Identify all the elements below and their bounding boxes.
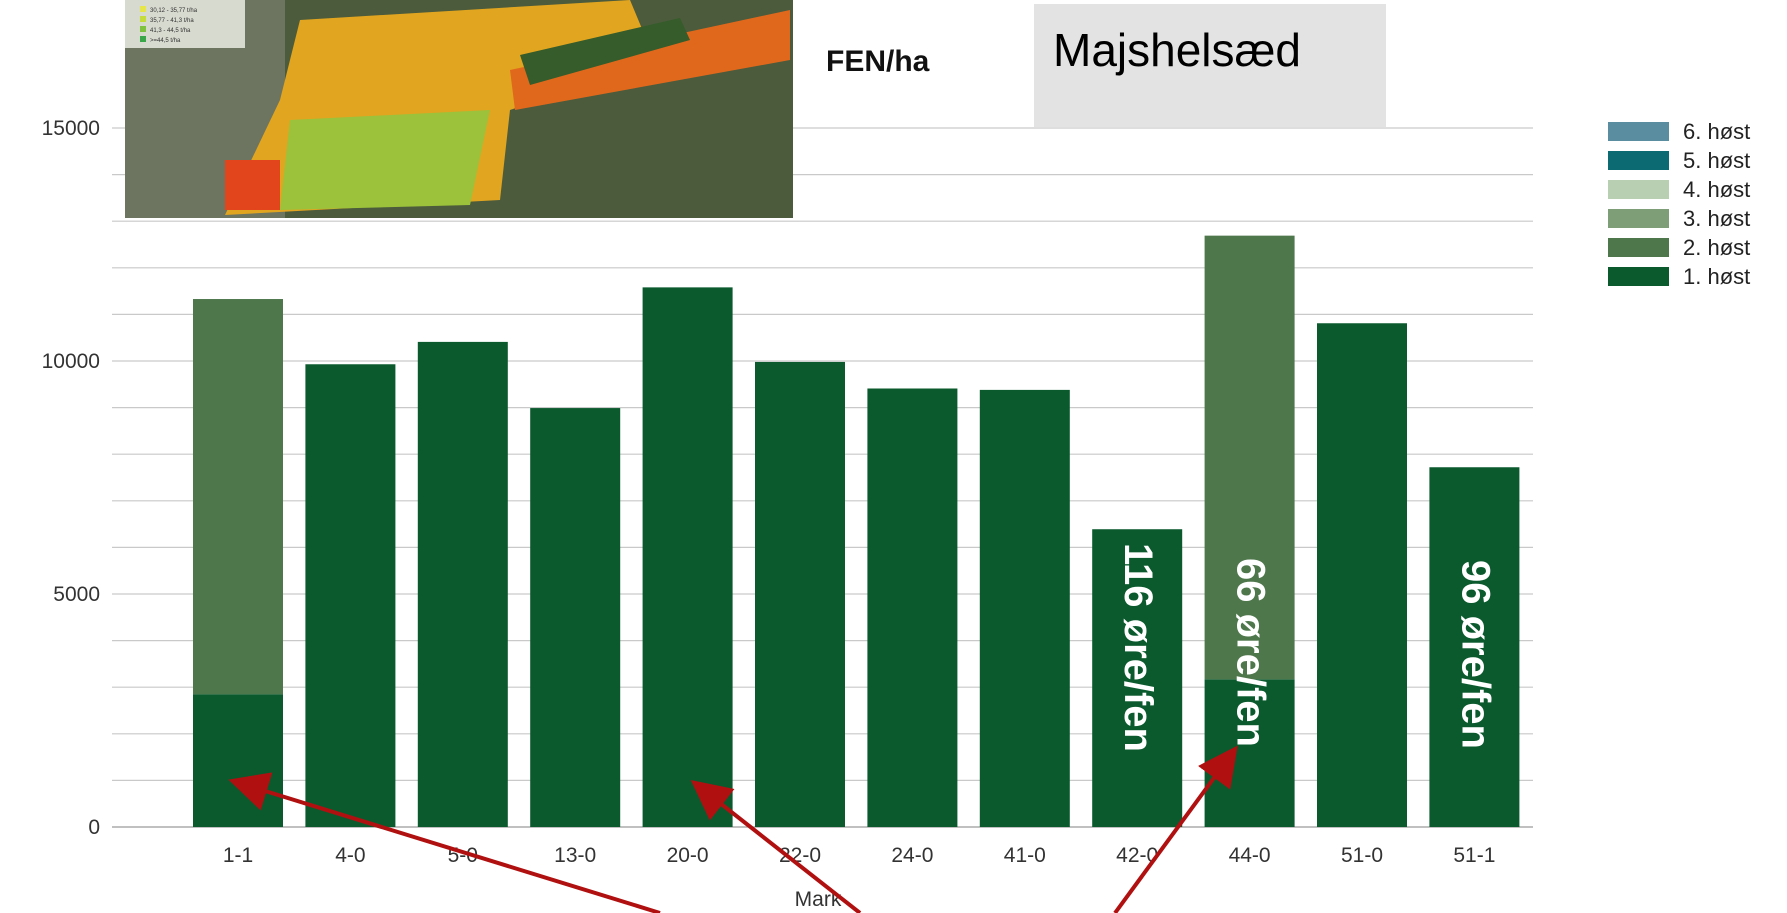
legend-entry: 1. høst	[1683, 264, 1750, 289]
map-legend-row: 41,3 - 44,5 t/ha	[150, 28, 191, 34]
y-tick-label: 5000	[53, 583, 100, 606]
callout-arrow	[228, 772, 661, 913]
x-tick-label: 51-1	[1453, 844, 1495, 867]
bar-segment	[193, 694, 283, 827]
bar-annotation: 116 øre/fen	[1116, 543, 1160, 752]
x-tick-label: 42-0	[1116, 844, 1158, 867]
bar-segment	[530, 408, 621, 827]
legend-entry: 4. høst	[1683, 177, 1750, 202]
x-tick-label: 51-0	[1341, 844, 1383, 867]
bar-segment	[979, 389, 1070, 827]
legend-entry: 2. høst	[1683, 235, 1750, 260]
legend-entry: 3. høst	[1683, 206, 1750, 231]
legend-entry: 5. høst	[1683, 148, 1750, 173]
legend: 6. høst 5. høst 4. høst 3. høst 2. høst 1. hø…	[1608, 119, 1750, 289]
bar-segment	[1204, 235, 1295, 680]
legend-swatch	[1608, 122, 1669, 141]
x-tick-label: 22-0	[779, 844, 821, 867]
legend-swatch	[1608, 267, 1669, 286]
callout-arrow	[690, 780, 862, 913]
bar-segment	[755, 361, 845, 827]
chart-title: Majshelsæd	[1053, 24, 1301, 76]
y-tick-label: 0	[88, 816, 100, 839]
legend-swatch	[1608, 180, 1669, 199]
x-axis-ticks: 1-1 4-0 5-0 13-0 20-0 22-0 24-0 41-0 42-0 44-0 51-…	[223, 844, 1496, 867]
map-legend-swatch	[140, 26, 146, 32]
map-legend-swatch	[140, 6, 146, 12]
legend-swatch	[1608, 151, 1669, 170]
bar-annotation: 66 øre/fen	[1229, 558, 1273, 747]
x-tick-label: 20-0	[667, 844, 709, 867]
legend-swatch	[1608, 209, 1669, 228]
bar-segment	[1429, 467, 1520, 827]
map-legend-row: 30,12 - 35,77 t/ha	[150, 8, 198, 14]
x-tick-label: 13-0	[554, 844, 596, 867]
title-box	[1034, 4, 1386, 127]
x-tick-label: 1-1	[223, 844, 253, 867]
bar-segment	[305, 364, 396, 827]
bar-segment	[642, 287, 733, 827]
bars	[193, 235, 1520, 827]
x-tick-label: 41-0	[1004, 844, 1046, 867]
bar-segment	[417, 341, 508, 827]
map-legend-row: 35,77 - 41,3 t/ha	[150, 18, 194, 24]
callout-arrow	[1113, 745, 1238, 913]
bar-segment	[193, 299, 283, 695]
yield-map-image: 30,12 - 35,77 t/ha 35,77 - 41,3 t/ha 41,3 …	[125, 0, 793, 218]
legend-entry: 6. høst	[1683, 119, 1750, 144]
x-axis-label: Mark	[795, 888, 842, 911]
map-legend-row: >=44,5 t/ha	[150, 38, 181, 44]
bar-segment	[867, 388, 958, 827]
legend-swatch	[1608, 238, 1669, 257]
y-tick-label: 15000	[42, 117, 100, 140]
x-tick-label: 4-0	[335, 844, 365, 867]
callout-arrows	[228, 745, 1238, 913]
map-legend-swatch	[140, 36, 146, 42]
x-tick-label: 24-0	[891, 844, 933, 867]
y-tick-label: 10000	[42, 350, 100, 373]
x-tick-label: 44-0	[1229, 844, 1271, 867]
map-legend-swatch	[140, 16, 146, 22]
bar-segment	[1092, 529, 1183, 827]
bar-annotations: 116 øre/fen 66 øre/fen 96 øre/fen	[1116, 543, 1497, 752]
y-axis-ticks: 0 5000 10000 15000	[42, 117, 100, 839]
unit-label: FEN/ha	[826, 45, 930, 78]
bar-segment	[1317, 323, 1407, 827]
bar-annotation: 96 øre/fen	[1453, 560, 1497, 749]
